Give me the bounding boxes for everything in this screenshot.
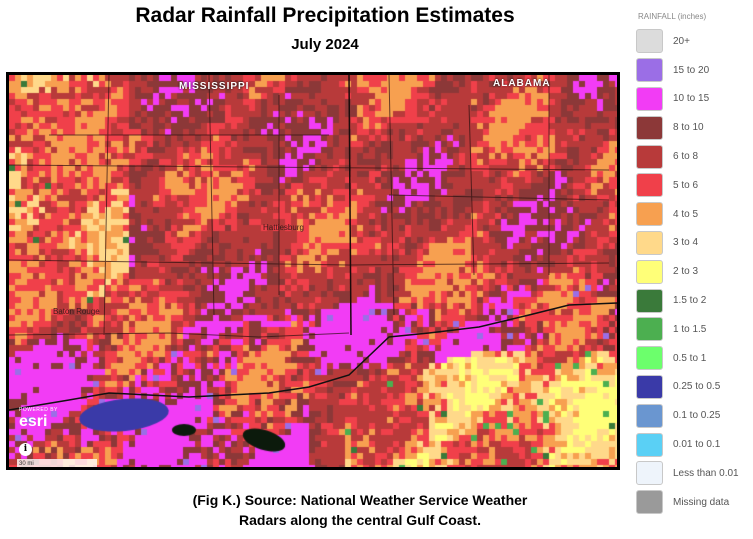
legend-swatch xyxy=(636,29,663,54)
legend-swatch xyxy=(636,230,663,255)
legend-label: 4 to 5 xyxy=(673,208,699,220)
legend-item: 6 to 8 xyxy=(636,142,751,171)
legend-label: 0.25 to 0.5 xyxy=(673,381,721,393)
legend-swatch xyxy=(636,202,663,227)
info-icon[interactable]: i xyxy=(19,443,32,456)
legend-swatch xyxy=(636,374,663,399)
legend-label: 15 to 20 xyxy=(673,64,710,76)
page-title: Radar Rainfall Precipitation Estimates xyxy=(135,4,515,27)
legend-label: 0.5 to 1 xyxy=(673,352,707,364)
boundary-overlay xyxy=(9,75,617,411)
legend-swatch xyxy=(636,403,663,428)
legend-item: 2 to 3 xyxy=(636,257,751,286)
legend-label: 0.1 to 0.25 xyxy=(673,410,721,422)
legend-swatch xyxy=(636,288,663,313)
legend-title: RAINFALL (inches) xyxy=(638,12,707,21)
legend-swatch xyxy=(636,144,663,169)
caption-line-2: Radars along the central Gulf Coast. xyxy=(239,512,481,528)
legend-label: 20+ xyxy=(673,35,690,47)
legend-item: Less than 0.01 xyxy=(636,459,751,488)
legend-label: 8 to 10 xyxy=(673,122,704,134)
legend-swatch xyxy=(636,58,663,83)
legend-swatch xyxy=(636,432,663,457)
legend-item: 0.25 to 0.5 xyxy=(636,373,751,402)
caption-line-1: (Fig K.) Source: National Weather Servic… xyxy=(192,492,528,508)
state-label-mississippi: MISSISSIPPI xyxy=(179,81,250,92)
legend-label: 0.01 to 0.1 xyxy=(673,439,721,451)
legend-item: 0.5 to 1 xyxy=(636,344,751,373)
coastline xyxy=(9,302,617,411)
legend-swatch xyxy=(636,173,663,198)
legend-item: 4 to 5 xyxy=(636,200,751,229)
legend-swatch xyxy=(636,259,663,284)
legend-label: 10 to 15 xyxy=(673,93,710,105)
rainfall-raster xyxy=(9,75,617,467)
scale-bar: 30 mi xyxy=(17,459,97,467)
legend-label: 6 to 8 xyxy=(673,151,699,163)
legend-item: 10 to 15 xyxy=(636,85,751,114)
legend-swatch xyxy=(636,346,663,371)
legend-label: Missing data xyxy=(673,496,730,508)
legend-item: 0.1 to 0.25 xyxy=(636,401,751,430)
legend-swatch xyxy=(636,490,663,515)
legend-label: Less than 0.01 xyxy=(673,467,739,479)
legend-item: 5 to 6 xyxy=(636,171,751,200)
legend-item: 3 to 4 xyxy=(636,229,751,258)
legend-label: 2 to 3 xyxy=(673,266,699,278)
esri-logo: POWERED BY esri xyxy=(19,407,58,430)
state-label-alabama: ALABAMA xyxy=(493,78,551,89)
legend-swatch xyxy=(636,461,663,486)
county-lines xyxy=(9,75,610,338)
legend-swatch xyxy=(636,317,663,342)
city-label-hattiesburg: Hattiesburg xyxy=(263,223,304,232)
legend-item: 1 to 1.5 xyxy=(636,315,751,344)
legend-swatch xyxy=(636,86,663,111)
city-label-baton-rouge: Baton Rouge xyxy=(53,307,100,316)
state-border-ms-al xyxy=(348,75,352,336)
rainfall-legend: RAINFALL (inches) 20+ 15 to 20 10 to 15 8 t… xyxy=(636,12,751,517)
legend-label: 5 to 6 xyxy=(673,179,699,191)
legend-label: 1.5 to 2 xyxy=(673,295,707,307)
legend-item: 8 to 10 xyxy=(636,113,751,142)
page-subtitle: July 2024 xyxy=(291,36,359,53)
legend-item: 20+ xyxy=(636,27,751,56)
legend-item: 15 to 20 xyxy=(636,56,751,85)
legend-item: Missing data xyxy=(636,488,751,517)
legend-item: 1.5 to 2 xyxy=(636,286,751,315)
legend-item: 0.01 to 0.1 xyxy=(636,430,751,459)
legend-label: 1 to 1.5 xyxy=(673,323,707,335)
rainfall-map[interactable]: MISSISSIPPI ALABAMA Baton Rouge Hattiesb… xyxy=(6,72,620,470)
legend-label: 3 to 4 xyxy=(673,237,699,249)
figure-caption: (Fig K.) Source: National Weather Servic… xyxy=(150,490,570,530)
legend-swatch xyxy=(636,115,663,140)
